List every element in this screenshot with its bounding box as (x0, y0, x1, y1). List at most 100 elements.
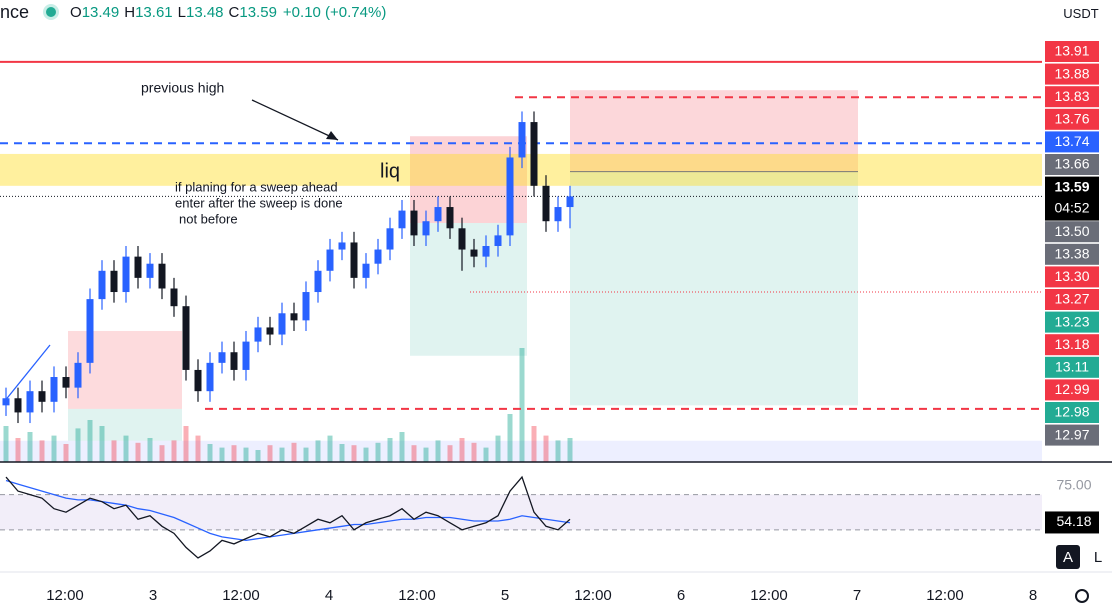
candle-body (2, 398, 10, 406)
candle-body (218, 352, 226, 363)
settings-icon[interactable] (1075, 589, 1089, 603)
price-label-bg (1045, 108, 1099, 130)
ohlc-key: H (124, 3, 136, 21)
x-tick-label: 12:00 (222, 587, 260, 604)
x-tick-label: 12:00 (750, 587, 788, 604)
ohlc-key: L (177, 3, 186, 21)
price-label-bg (1045, 402, 1099, 423)
price-label: 13.66 (1054, 156, 1089, 172)
volume-bar (63, 444, 69, 462)
scale-button[interactable]: A (1063, 549, 1073, 566)
candle-body (86, 299, 94, 363)
arrow-head (326, 131, 338, 140)
volume-bar (231, 445, 237, 462)
volume-bar (423, 447, 429, 462)
candle-body (134, 256, 142, 278)
annotation: if planing for a sweep ahead (175, 179, 338, 194)
candle-body (146, 263, 154, 278)
volume-bar (519, 348, 525, 462)
candle-body (518, 122, 526, 158)
volume-bar (411, 445, 417, 462)
volume-bar (39, 440, 45, 462)
price-label-bg (1045, 41, 1099, 62)
ohlc-value: 13.48 (185, 3, 224, 21)
rsi-band (0, 494, 1042, 530)
candle-body (458, 228, 466, 250)
candle-body (50, 377, 58, 402)
price-label-bg (1045, 154, 1099, 175)
candle-body (62, 377, 70, 388)
volume-bar (327, 435, 333, 462)
x-tick-label: 12:00 (398, 587, 436, 604)
candle-body (278, 313, 286, 335)
price-label-bg (1045, 379, 1099, 401)
volume-bar (339, 444, 345, 462)
symbol: nce (0, 1, 30, 22)
price-label-bg (1045, 86, 1099, 108)
candle-body (290, 313, 298, 321)
price-label: 13.27 (1054, 291, 1089, 307)
volume-bar (255, 450, 261, 462)
scale-button[interactable]: L (1094, 549, 1102, 566)
x-tick-label: 4 (325, 587, 333, 604)
volume-bar (315, 440, 321, 462)
volume-bar (171, 440, 177, 462)
volume-bar (555, 440, 561, 462)
volume-bar (207, 444, 213, 462)
zone (0, 440, 1042, 462)
annotation: not before (179, 211, 238, 226)
candle-body (26, 391, 34, 413)
price-label-bg (1045, 311, 1099, 333)
change: +0.10 (+0.74%) (282, 3, 387, 21)
candle-body (566, 196, 574, 208)
countdown: 04:52 (1054, 199, 1089, 215)
volume-bar (543, 435, 549, 462)
price-label: 13.59 (1054, 178, 1089, 194)
x-tick-label: 3 (149, 587, 157, 604)
currency-button[interactable]: USDT (1063, 5, 1099, 21)
volume-bar (531, 426, 537, 462)
rsi-label: 75.00 (1056, 477, 1091, 493)
candle-body (326, 249, 334, 271)
volume-bar (135, 442, 141, 462)
volume-bar (99, 426, 105, 462)
candle-body (350, 242, 358, 278)
candle-body (14, 398, 22, 413)
ohlc-key: C (228, 3, 240, 21)
candle-body (230, 352, 238, 370)
price-label-bg (1045, 289, 1099, 310)
x-tick-label: 12:00 (926, 587, 964, 604)
volume-bar (363, 447, 369, 462)
volume-bar (219, 447, 225, 462)
legend-header: nce O 13.49 H 13.61 L 13.48 C 13.59 +0.10 (+… (0, 0, 386, 24)
candle-body (482, 246, 490, 257)
ohlc-value: 13.59 (239, 3, 277, 21)
trend-line (3, 344, 51, 403)
candle-body (410, 210, 418, 236)
price-label: 13.38 (1054, 246, 1089, 262)
x-tick-label: 12:00 (46, 587, 84, 604)
volume-bar (195, 435, 201, 462)
price-label: 13.23 (1054, 313, 1089, 329)
candle-body (182, 306, 190, 370)
volume-bar (495, 435, 501, 462)
candle-body (362, 263, 370, 278)
volume-bar (483, 447, 489, 462)
candle-body (446, 207, 454, 229)
candle-body (338, 242, 346, 250)
volume-bar (387, 438, 393, 462)
zone (410, 222, 527, 356)
price-label-bg (1045, 63, 1099, 85)
volume-bar (399, 432, 405, 462)
volume-bar (27, 432, 33, 462)
annotation: enter after the sweep is done (175, 195, 343, 210)
candle-body (110, 270, 118, 293)
volume-bar (3, 426, 9, 462)
candle-body (554, 207, 562, 222)
price-label: 12.99 (1054, 381, 1089, 397)
x-tick-label: 12:00 (574, 587, 612, 604)
price-label-bg (1045, 131, 1099, 153)
candle-body (74, 362, 82, 388)
candle-body (302, 292, 310, 321)
